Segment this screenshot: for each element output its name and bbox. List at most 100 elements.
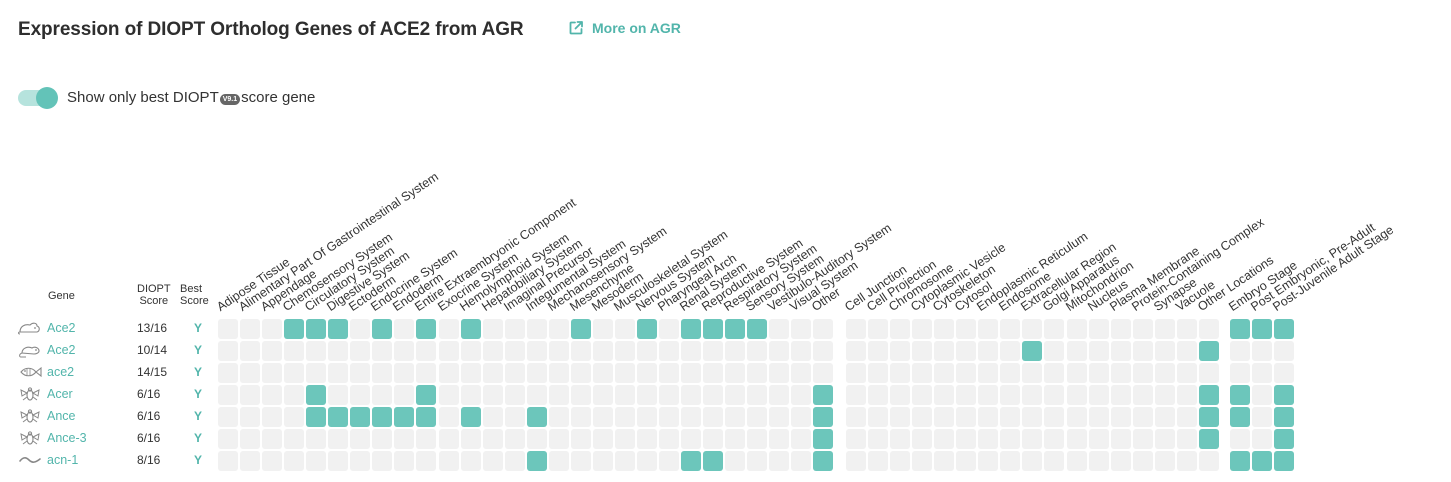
expression-cell-exocrine-system (438, 341, 459, 361)
expression-cell-on-endocrine-system[interactable] (372, 319, 393, 339)
expression-cell-on-mesenchyme[interactable] (570, 319, 591, 339)
expression-cell-on-hemolymphoid-system[interactable] (460, 319, 481, 339)
expression-cell-mesoderm (592, 451, 613, 471)
expression-cell-on-entire-extraembryonic-component[interactable] (416, 385, 437, 405)
expression-cell-on-digestive-system[interactable] (328, 319, 349, 339)
expression-cell-on-ectoderm[interactable] (350, 407, 371, 427)
expression-cell-imaginal-precursor (504, 451, 525, 471)
expression-cell-cell-junction (846, 429, 866, 449)
expression-cell-on-embryo-stage[interactable] (1230, 319, 1250, 339)
gene-link[interactable]: ace2 (47, 365, 75, 379)
gene-link[interactable]: Ance (47, 409, 76, 423)
toggle-label-suffix: score gene (241, 89, 316, 106)
expression-cell-on-post-juvenile-adult-stage[interactable] (1274, 429, 1295, 449)
expression-cell-on-circulatory-system[interactable] (306, 407, 327, 427)
expression-cell-golgi-apparatus (1044, 407, 1065, 427)
expression-cell-plasma-membrane (1110, 451, 1131, 471)
expression-cell-on-endoderm[interactable] (394, 407, 415, 427)
expression-cell-on-post-juvenile-adult-stage[interactable] (1274, 451, 1295, 471)
expression-cell-on-post-juvenile-adult-stage[interactable] (1274, 385, 1295, 405)
expression-cell-on-renal-system[interactable] (681, 319, 702, 339)
expression-cell-on-other[interactable] (813, 451, 834, 471)
gene-link[interactable]: Acer (47, 387, 73, 401)
expression-cell-on-circulatory-system[interactable] (306, 385, 327, 405)
expression-cell-pharyngeal-arch (659, 429, 679, 449)
expression-cell-plasma-membrane (1110, 319, 1131, 339)
expression-cell-other-locations (1198, 319, 1219, 339)
best-score-toggle[interactable] (18, 87, 58, 109)
expression-cell-on-integumental-system[interactable] (526, 451, 547, 471)
expression-cell-endocrine-system (372, 385, 393, 405)
expression-cell-on-nervous-system[interactable] (636, 319, 657, 339)
expression-cell-on-extracellular-region[interactable] (1022, 341, 1043, 361)
expression-cell-embryo-stage (1230, 429, 1250, 449)
expression-cell-on-other-locations[interactable] (1198, 385, 1219, 405)
expression-cell-endoplasmic-reticulum (978, 385, 999, 405)
expression-cell-cell-junction (846, 341, 866, 361)
expression-cell-cytosol (956, 363, 977, 383)
expression-cell-synapse (1154, 319, 1175, 339)
gene-link[interactable]: Ace2 (47, 343, 76, 357)
gene-link[interactable]: Ance-3 (47, 431, 87, 445)
expression-cell-on-other-locations[interactable] (1198, 341, 1219, 361)
expression-cell-mitochondrion (1066, 363, 1087, 383)
expression-cell-pharyngeal-arch (659, 451, 679, 471)
expression-cell-on-reproductive-system[interactable] (703, 319, 724, 339)
expression-cell-nervous-system (636, 385, 657, 405)
expression-cell-on-hemolymphoid-system[interactable] (460, 407, 481, 427)
expression-cell-synapse (1154, 451, 1175, 471)
expression-cell-nucleus (1088, 429, 1109, 449)
expression-cell-on-endocrine-system[interactable] (372, 407, 393, 427)
expression-cell-cytoskeleton (934, 407, 955, 427)
expression-cell-chromosome (890, 385, 911, 405)
expression-cell-on-entire-extraembryonic-component[interactable] (416, 319, 437, 339)
diopt-score: 10/14 (137, 343, 168, 357)
expression-cell-on-integumental-system[interactable] (526, 407, 547, 427)
expression-cell-on-other-locations[interactable] (1198, 429, 1219, 449)
expression-cell-endoplasmic-reticulum (978, 363, 999, 383)
expression-cell-musculoskeletal-system (614, 429, 635, 449)
expression-cell-on-post-embryonic-pre-adult[interactable] (1252, 319, 1273, 339)
expression-cell-post-juvenile-adult-stage (1274, 341, 1295, 361)
expression-cell-on-reproductive-system[interactable] (703, 451, 724, 471)
gene-link[interactable]: acn-1 (47, 453, 79, 467)
expression-cell-extracellular-region (1022, 319, 1043, 339)
external-link-icon (569, 21, 583, 35)
expression-cell-adipose-tissue (218, 451, 238, 471)
expression-cell-on-embryo-stage[interactable] (1230, 385, 1250, 405)
expression-cell-chromosome (890, 319, 911, 339)
expression-cell-on-respiratory-system[interactable] (725, 319, 746, 339)
expression-cell-on-chemosensory-system[interactable] (284, 319, 305, 339)
expression-cell-on-circulatory-system[interactable] (306, 319, 327, 339)
expression-cell-on-entire-extraembryonic-component[interactable] (416, 407, 437, 427)
expression-cell-mesenchyme (570, 363, 591, 383)
expression-cell-on-other-locations[interactable] (1198, 407, 1219, 427)
expression-cell-on-post-juvenile-adult-stage[interactable] (1274, 407, 1295, 427)
expression-cell-on-post-juvenile-adult-stage[interactable] (1274, 319, 1295, 339)
expression-cell-on-sensory-system[interactable] (747, 319, 768, 339)
toggle-label: Show only best DIOPT V9.1 score gene (67, 89, 315, 106)
expression-cell-endoderm (394, 451, 415, 471)
expression-cell-on-other[interactable] (813, 407, 834, 427)
expression-cell-cytoplasmic-vesicle (912, 341, 933, 361)
expression-cell-other (813, 341, 834, 361)
expression-cell-appendage (262, 429, 283, 449)
expression-cell-on-other[interactable] (813, 385, 834, 405)
expression-cell-on-post-embryonic-pre-adult[interactable] (1252, 451, 1273, 471)
gene-link[interactable]: Ace2 (47, 321, 76, 335)
more-on-agr-label: More on AGR (592, 20, 681, 36)
expression-cell-endoderm (394, 319, 415, 339)
expression-cell-on-digestive-system[interactable] (328, 407, 349, 427)
expression-cell-on-renal-system[interactable] (681, 451, 702, 471)
expression-cell-ectoderm (350, 429, 371, 449)
expression-cell-cell-junction (846, 385, 866, 405)
expression-cell-mechanosensory-system (548, 341, 569, 361)
expression-cell-on-embryo-stage[interactable] (1230, 451, 1250, 471)
more-on-agr-link[interactable]: More on AGR (568, 20, 681, 36)
expression-cell-mechanosensory-system (548, 451, 569, 471)
expression-cell-imaginal-precursor (504, 407, 525, 427)
expression-cell-on-embryo-stage[interactable] (1230, 407, 1250, 427)
expression-cell-protein-containing-complex (1132, 385, 1153, 405)
expression-cell-exocrine-system (438, 319, 459, 339)
expression-cell-on-other[interactable] (813, 429, 834, 449)
